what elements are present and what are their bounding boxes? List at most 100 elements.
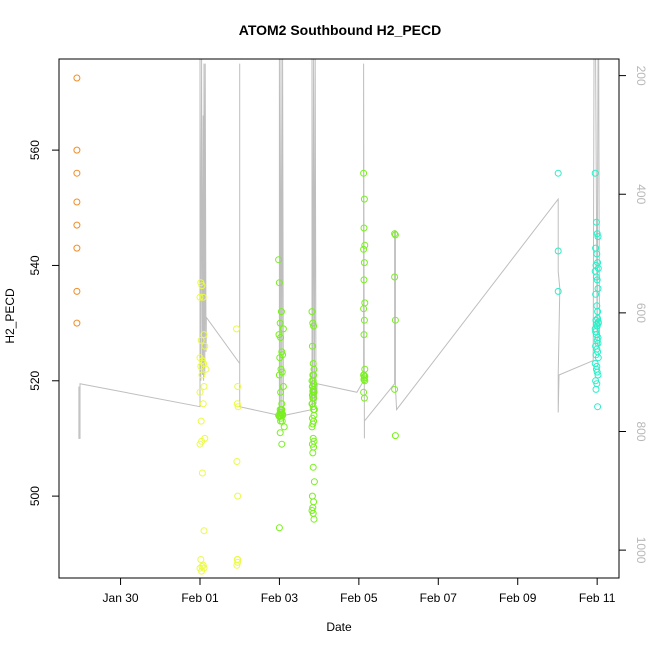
data-point (554, 169, 562, 177)
data-point (233, 400, 241, 408)
chart-title: ATOM2 Southbound H2_PECD (239, 22, 441, 38)
data-point (280, 423, 288, 431)
data-point (277, 417, 285, 425)
x-axis-label: Date (326, 620, 352, 634)
data-point (197, 336, 205, 344)
data-point (593, 362, 601, 370)
data-point (361, 299, 369, 307)
data-point (310, 478, 318, 486)
data-point (594, 334, 602, 341)
series-jan-29 (73, 74, 81, 327)
data-point (310, 498, 318, 506)
data-points (73, 74, 602, 575)
data-point (198, 563, 206, 570)
trace-lines (78, 59, 600, 439)
data-point (200, 564, 208, 572)
data-point (200, 331, 208, 339)
series-feb-01 (196, 279, 242, 575)
data-point (592, 290, 600, 298)
data-point (198, 371, 206, 379)
data-point (391, 316, 399, 324)
data-point (593, 250, 601, 258)
data-point (233, 458, 241, 465)
data-point (234, 492, 242, 500)
data-point (308, 391, 316, 399)
data-point (201, 342, 209, 350)
data-point (360, 376, 368, 384)
data-point (73, 146, 81, 154)
data-point (592, 328, 600, 336)
data-point (196, 293, 204, 301)
data-point (360, 276, 368, 284)
data-point (275, 279, 283, 287)
data-point (275, 371, 283, 379)
data-point (360, 195, 368, 203)
y-tick-label: 540 (28, 255, 42, 275)
data-point (309, 319, 317, 327)
data-point (391, 385, 399, 393)
right-y-tick-label: 1000 (634, 537, 648, 564)
data-point (391, 432, 399, 440)
data-point (309, 377, 317, 385)
x-tick-label: Feb 09 (499, 591, 537, 605)
data-point (594, 403, 602, 411)
data-point (202, 365, 210, 373)
data-point (276, 354, 284, 362)
data-point (197, 417, 205, 425)
data-point (73, 198, 81, 206)
data-point (360, 388, 368, 396)
data-point (198, 282, 206, 290)
data-point (196, 440, 204, 448)
data-point (233, 325, 240, 333)
data-point (594, 354, 602, 362)
data-point (554, 247, 562, 255)
y-tick-label: 560 (28, 140, 42, 160)
data-point (391, 231, 399, 239)
data-point (277, 410, 285, 418)
data-point (73, 319, 81, 327)
data-point (594, 233, 602, 241)
data-point (308, 423, 316, 431)
data-point (200, 527, 208, 535)
data-point (360, 394, 368, 402)
y-axis-label: H2_PECD (3, 288, 17, 344)
data-point (593, 230, 601, 238)
data-point (593, 276, 601, 284)
series-feb-03 (275, 169, 399, 532)
data-point (594, 285, 602, 292)
data-point (275, 413, 283, 420)
data-point (361, 365, 369, 373)
trace-line (78, 59, 600, 439)
data-point (308, 308, 316, 316)
data-point (309, 463, 317, 471)
axes: Jan 30 Feb 01 Feb 03 Feb 05 Feb 07 Feb 09 Feb … (28, 58, 648, 605)
data-point (310, 322, 318, 330)
data-point (73, 287, 81, 295)
data-point (309, 387, 317, 395)
data-point (360, 245, 368, 253)
data-point (308, 342, 316, 350)
data-point (277, 308, 285, 316)
data-point (277, 334, 285, 341)
data-point (310, 406, 318, 414)
data-point (594, 308, 602, 316)
data-point (360, 259, 368, 267)
data-point (554, 287, 562, 295)
data-point (234, 383, 242, 390)
data-point (278, 440, 286, 448)
data-point (198, 469, 206, 477)
data-point (360, 331, 368, 339)
data-point (234, 556, 242, 563)
data-point (234, 403, 242, 411)
right-y-tick-label: 200 (634, 66, 648, 86)
x-tick-label: Feb 11 (579, 591, 616, 605)
x-tick-label: Jan 30 (103, 591, 139, 605)
data-point (73, 221, 81, 229)
y-tick-label: 500 (28, 486, 42, 506)
plot-frame (58, 58, 620, 579)
data-point (360, 169, 368, 177)
data-point (277, 388, 285, 396)
data-point (594, 371, 602, 379)
right-y-tick-label: 400 (634, 184, 648, 204)
x-tick-label: Feb 05 (340, 591, 378, 605)
